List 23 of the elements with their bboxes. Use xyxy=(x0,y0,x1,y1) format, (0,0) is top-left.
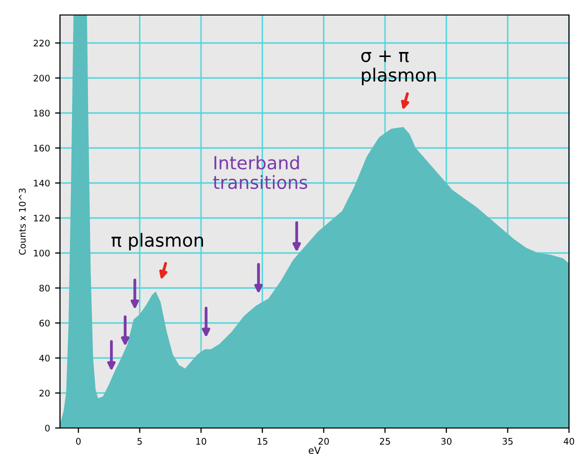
y-tick-label: 0 xyxy=(45,424,50,432)
x-tick-label: 10 xyxy=(196,438,206,445)
y-tick-label: 60 xyxy=(39,320,50,327)
y-tick-label: 120 xyxy=(34,214,50,222)
y-tick-label: 20 xyxy=(39,390,50,397)
x-tick-label: 0 xyxy=(76,438,81,445)
x-tick-label: 30 xyxy=(441,438,452,445)
y-tick-label: 200 xyxy=(34,74,50,82)
x-tick-label: 40 xyxy=(564,438,574,445)
x-tick-label: 25 xyxy=(380,438,390,445)
y-axis-title: Counts x 10^3 xyxy=(18,188,26,255)
x-tick-label: 20 xyxy=(318,438,329,445)
x-tick-label: 5 xyxy=(138,438,142,445)
x-tick-label: 35 xyxy=(502,438,513,445)
y-tick-label: 140 xyxy=(34,180,50,187)
y-tick-label: 40 xyxy=(39,354,50,362)
x-tick-label: 15 xyxy=(258,438,268,445)
y-tick-label: 180 xyxy=(34,110,50,117)
y-tick-label: 80 xyxy=(39,284,50,292)
y-tick-label: 100 xyxy=(34,250,50,257)
x-axis-title: eV xyxy=(308,446,321,454)
y-tick-label: 160 xyxy=(34,144,50,152)
y-tick-label: 220 xyxy=(34,40,50,47)
